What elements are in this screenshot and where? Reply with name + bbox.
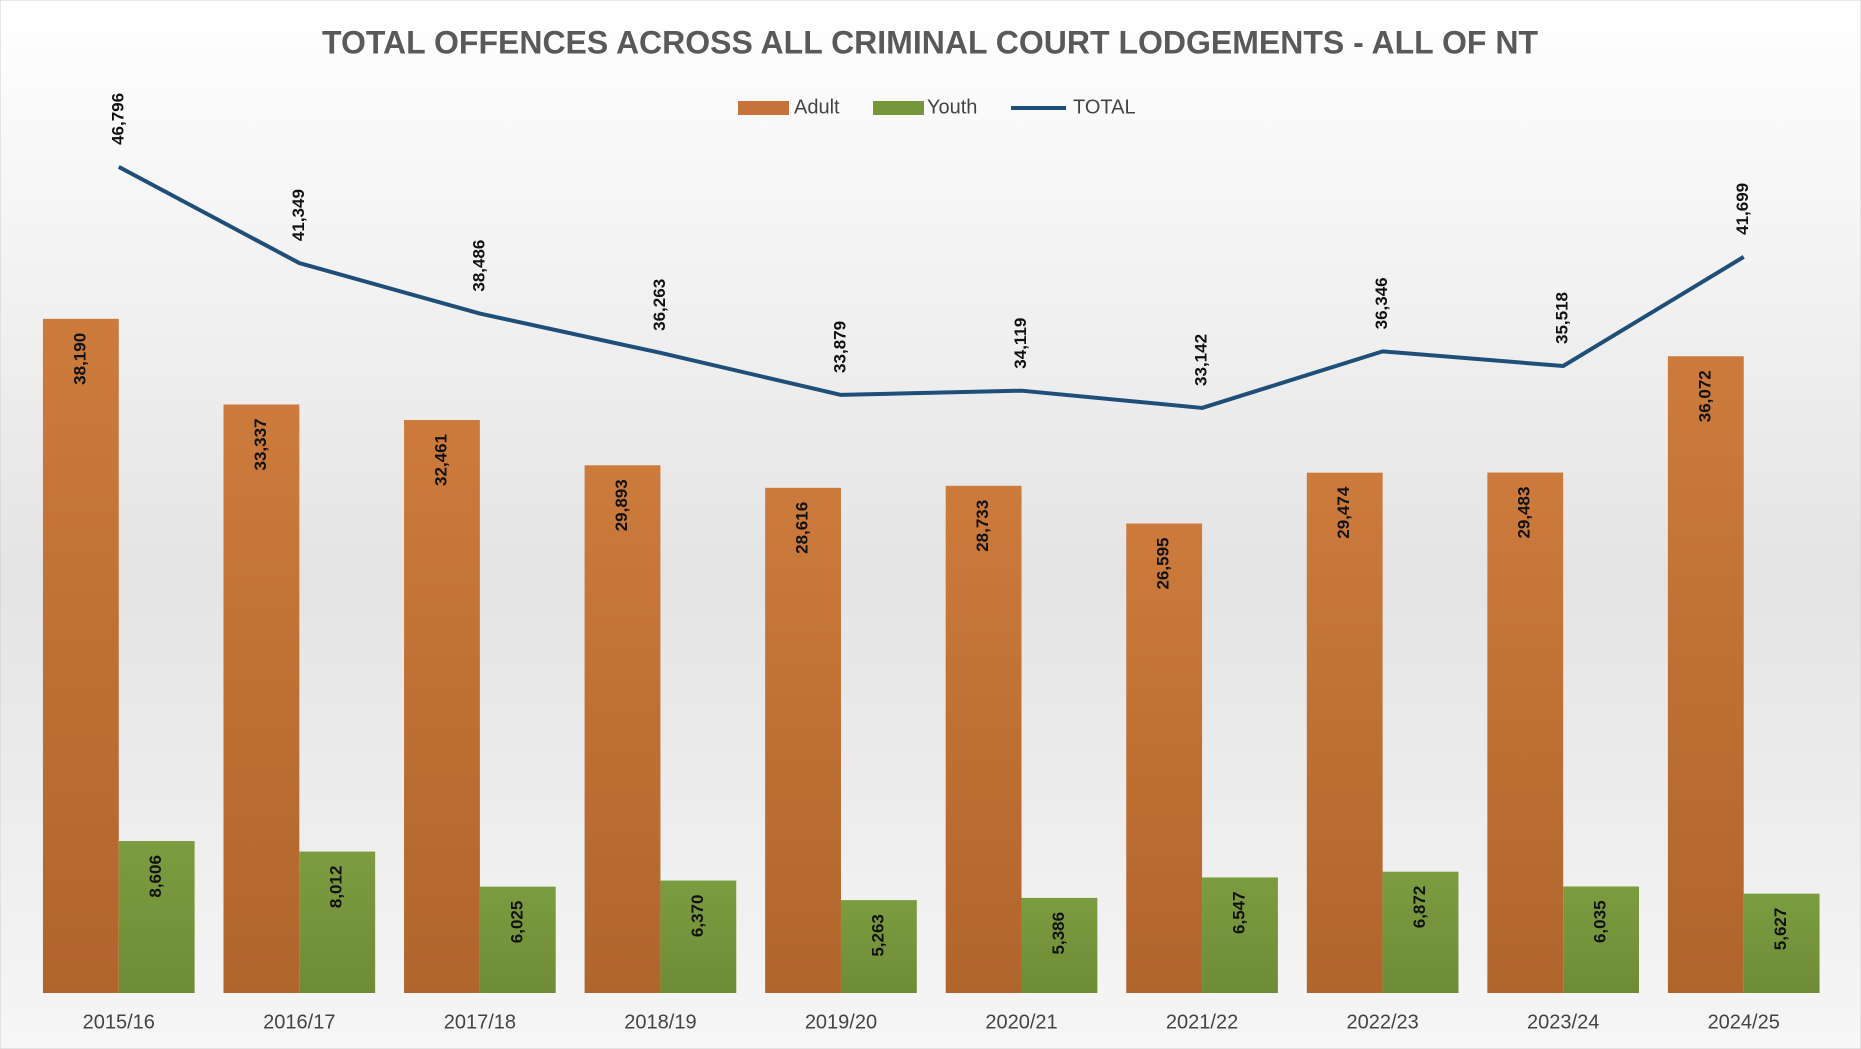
data-label: 29,893: [612, 479, 631, 531]
data-label: 34,119: [1011, 318, 1030, 369]
data-label: 41,349: [289, 189, 308, 241]
bar: [945, 485, 1022, 993]
x-tick-label: 2024/25: [1708, 1011, 1780, 1033]
legend-label: TOTAL: [1073, 96, 1136, 118]
legend-swatch: [738, 101, 789, 115]
data-label: 33,142: [1192, 334, 1211, 386]
x-tick-label: 2022/23: [1346, 1011, 1418, 1033]
data-label: 6,872: [1410, 886, 1429, 929]
data-label: 33,879: [830, 321, 849, 373]
bar: [1021, 897, 1098, 993]
x-tick-label: 2021/22: [1166, 1011, 1238, 1033]
bar: [1563, 886, 1640, 993]
bar: [1126, 523, 1203, 993]
data-label: 38,190: [70, 333, 89, 385]
data-label: 6,025: [507, 901, 526, 944]
data-label: 6,035: [1591, 900, 1610, 943]
line: [117, 165, 1745, 410]
bar: [1382, 871, 1459, 993]
bar: [118, 841, 195, 993]
x-tick-label: 2019/20: [805, 1011, 877, 1033]
data-label: 5,627: [1771, 908, 1790, 951]
bar: [404, 419, 480, 993]
bar: [840, 900, 917, 993]
data-label: 38,486: [469, 240, 488, 292]
bar: [660, 880, 737, 993]
data-label: 46,796: [108, 93, 127, 145]
data-label: 8,012: [327, 866, 346, 909]
data-label: 36,346: [1372, 277, 1391, 329]
data-label: 41,699: [1733, 183, 1752, 235]
data-label: 26,595: [1154, 538, 1173, 590]
x-tick-label: 2017/18: [444, 1011, 516, 1033]
data-label: 36,263: [650, 279, 669, 331]
bar: [1743, 893, 1820, 993]
legend-swatch: [873, 101, 924, 115]
x-tick-label: 2016/17: [263, 1011, 335, 1033]
data-label: 6,547: [1229, 891, 1248, 934]
data-label: 29,483: [1515, 487, 1534, 539]
x-tick-label: 2023/24: [1527, 1011, 1599, 1033]
chart-title: TOTAL OFFENCES ACROSS ALL CRIMINAL COURT…: [322, 24, 1538, 60]
bar: [479, 886, 556, 993]
data-label: 28,733: [973, 500, 992, 552]
data-label: 29,474: [1334, 486, 1353, 539]
bar: [299, 851, 376, 993]
bar: [765, 487, 841, 993]
x-tick-label: 2015/16: [83, 1011, 155, 1033]
legend-label: Adult: [794, 96, 840, 118]
legend-label: Youth: [927, 96, 977, 118]
data-label: 28,616: [793, 502, 812, 554]
x-tick-label: 2018/19: [624, 1011, 696, 1033]
bar: [223, 404, 300, 994]
bar: [584, 465, 661, 994]
bar: [1202, 877, 1278, 993]
data-label: 32,461: [431, 434, 450, 486]
data-label: 6,370: [688, 895, 707, 938]
data-label: 5,386: [1049, 912, 1068, 955]
data-label: 36,072: [1695, 370, 1714, 422]
bar: [1667, 356, 1744, 994]
bar: [42, 318, 119, 993]
data-label: 8,606: [146, 855, 165, 898]
x-tick-label: 2020/21: [985, 1011, 1057, 1033]
data-label: 33,337: [251, 418, 270, 470]
bar: [1306, 472, 1383, 993]
data-label: 5,263: [868, 914, 887, 957]
bar: [1487, 472, 1564, 993]
data-label: 35,518: [1553, 292, 1572, 344]
